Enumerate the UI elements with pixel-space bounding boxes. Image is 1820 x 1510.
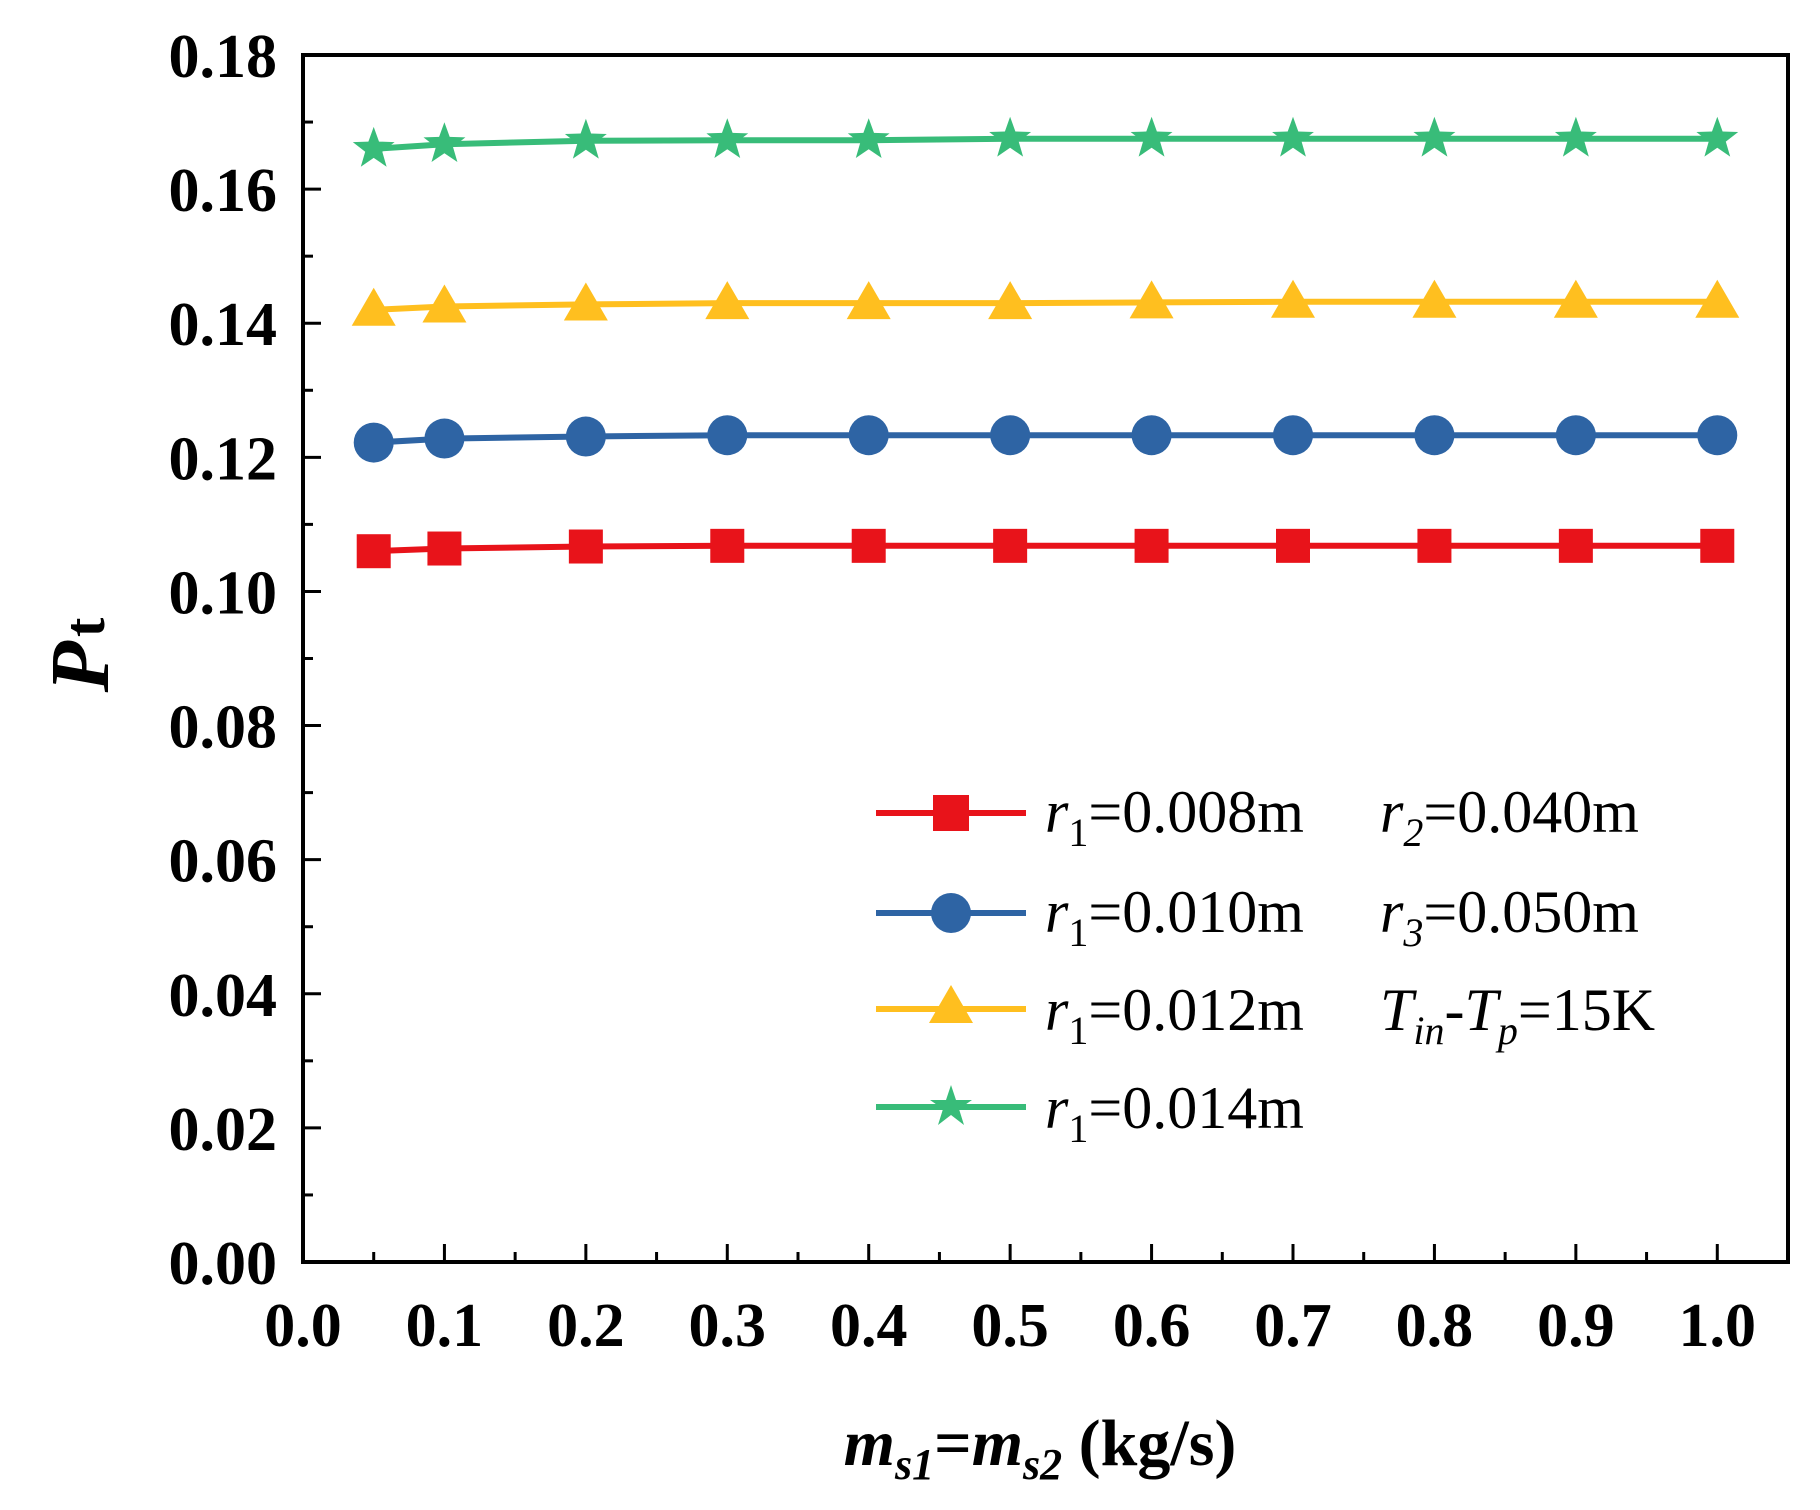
legend-label-3: r1=0.012m (1045, 977, 1304, 1053)
y-tick-label: 0.04 (169, 962, 278, 1030)
y-tick-label: 0.16 (169, 157, 278, 225)
data-point (705, 281, 750, 320)
legend-marker-star (930, 1085, 972, 1125)
data-point (568, 529, 603, 564)
x-axis-title: ms1=ms2 (kg/s) (844, 1407, 1237, 1489)
legend: r1=0.008m r2=0.040m r1=0.010m r3=0.050m … (876, 779, 1655, 1151)
data-point (424, 418, 465, 459)
data-point (422, 284, 467, 323)
series-1 (356, 528, 1735, 569)
y-tick-label: 0.14 (169, 291, 278, 359)
y-tick-label: 0.06 (169, 828, 278, 896)
legend-label-1-extra: r2=0.040m (1380, 779, 1639, 855)
x-tick-label: 0.6 (1113, 1292, 1191, 1360)
data-point (565, 416, 606, 457)
y-tick-label: 0.02 (169, 1096, 278, 1164)
data-point (1129, 280, 1174, 319)
x-tick-label: 0.9 (1537, 1292, 1615, 1360)
legend-entry-4: r1=0.014m (876, 1075, 1304, 1151)
data-point (848, 415, 889, 456)
y-tick-label: 0.10 (169, 559, 278, 627)
data-point (1131, 415, 1172, 456)
data-point (1130, 116, 1173, 157)
x-tick-label: 0.7 (1254, 1292, 1332, 1360)
ticks: 0.0 0.1 0.2 0.3 0.4 0.5 0.6 0.7 0.8 0.9 1.0 0.00 0.0… (169, 23, 1757, 1360)
y-tick-label: 0.12 (169, 425, 278, 493)
data-point (427, 531, 462, 566)
data-point (846, 281, 891, 320)
legend-entry-2: r1=0.010m r3=0.050m (876, 879, 1639, 955)
data-point (1413, 116, 1456, 157)
data-point (988, 281, 1033, 320)
data-point (1696, 116, 1739, 157)
data-point (352, 126, 395, 167)
series (351, 116, 1740, 569)
x-tick-label: 0.0 (264, 1292, 342, 1360)
data-point (1555, 415, 1596, 456)
data-point (989, 116, 1032, 157)
y-tick-label: 0.08 (169, 694, 278, 762)
y-tick-label: 0.18 (169, 23, 278, 91)
x-tick-label: 1.0 (1679, 1292, 1757, 1360)
data-point (563, 282, 608, 321)
legend-marker-circle (931, 893, 971, 933)
data-point (1276, 528, 1310, 563)
data-point (710, 528, 745, 563)
x-tick-label: 0.3 (689, 1292, 767, 1360)
y-axis-title: Pt (34, 617, 127, 693)
data-point (353, 422, 394, 463)
x-tick-label: 0.1 (406, 1292, 484, 1360)
legend-marker-square (933, 795, 969, 831)
x-tick-label: 0.8 (1396, 1292, 1474, 1360)
data-point (993, 528, 1028, 563)
data-point (706, 118, 749, 158)
data-point (1414, 415, 1455, 456)
data-point (356, 534, 391, 569)
legend-marker-triangle (929, 985, 973, 1023)
y-tick-label: 0.00 (169, 1230, 278, 1298)
legend-label-4: r1=0.014m (1045, 1075, 1304, 1151)
series-2 (353, 415, 1738, 463)
data-point (1700, 528, 1735, 563)
data-point (1134, 528, 1169, 563)
data-point (1695, 279, 1740, 318)
data-point (564, 118, 607, 159)
data-point (851, 528, 886, 563)
data-point (423, 122, 466, 162)
legend-label-2-extra: r3=0.050m (1380, 879, 1639, 955)
legend-label-2: r1=0.010m (1045, 879, 1304, 955)
legend-entry-1: r1=0.008m r2=0.040m (876, 779, 1639, 855)
data-point (1554, 116, 1597, 157)
data-point (1272, 116, 1314, 157)
data-point (847, 118, 890, 158)
legend-label-3-extra: Tin-Tp=15K (1380, 977, 1655, 1053)
legend-entry-3: r1=0.012m Tin-Tp=15K (876, 977, 1655, 1053)
x-tick-label: 0.5 (971, 1292, 1049, 1360)
legend-label-1: r1=0.008m (1045, 779, 1304, 855)
data-point (1553, 279, 1598, 318)
data-point (707, 415, 748, 456)
data-point (351, 287, 396, 326)
data-point (1271, 279, 1315, 318)
x-tick-label: 0.2 (547, 1292, 625, 1360)
data-point (1412, 279, 1457, 318)
data-point (1273, 415, 1313, 456)
series-3 (351, 279, 1740, 326)
data-point (990, 415, 1031, 456)
data-point (1417, 528, 1452, 563)
x-tick-label: 0.4 (830, 1292, 908, 1360)
series-4 (352, 116, 1739, 167)
data-point (1697, 415, 1738, 456)
data-point (1558, 528, 1593, 563)
